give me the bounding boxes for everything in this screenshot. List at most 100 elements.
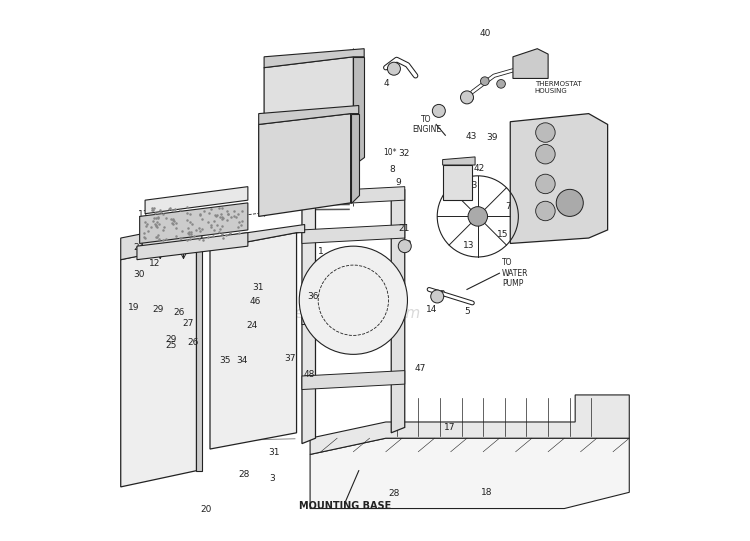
Circle shape xyxy=(430,290,444,303)
Text: 13: 13 xyxy=(464,241,475,249)
Circle shape xyxy=(536,144,555,164)
Polygon shape xyxy=(442,157,475,165)
Text: 38: 38 xyxy=(322,83,334,92)
Text: 37: 37 xyxy=(285,354,296,362)
Text: 17: 17 xyxy=(444,423,456,432)
Circle shape xyxy=(432,104,445,117)
Polygon shape xyxy=(121,243,196,487)
Circle shape xyxy=(536,123,555,142)
Text: 46: 46 xyxy=(250,298,261,306)
Text: 2: 2 xyxy=(402,243,408,252)
Polygon shape xyxy=(121,222,202,260)
Text: 12: 12 xyxy=(148,259,160,268)
Polygon shape xyxy=(302,306,405,325)
Polygon shape xyxy=(210,233,296,449)
Text: TO
THERMOSTAT
HOUSING: TO THERMOSTAT HOUSING xyxy=(535,74,581,94)
Polygon shape xyxy=(259,114,351,216)
Text: 21: 21 xyxy=(398,225,410,233)
Text: 25: 25 xyxy=(165,341,176,349)
Circle shape xyxy=(468,207,488,226)
Polygon shape xyxy=(353,57,364,165)
Text: 42: 42 xyxy=(474,164,485,173)
Circle shape xyxy=(388,62,400,75)
Text: 26: 26 xyxy=(174,308,185,317)
Polygon shape xyxy=(302,371,405,390)
Text: 29: 29 xyxy=(166,335,177,344)
Polygon shape xyxy=(302,187,405,206)
Polygon shape xyxy=(351,114,358,203)
Text: 8: 8 xyxy=(389,165,395,174)
Circle shape xyxy=(481,77,489,85)
Text: 40: 40 xyxy=(479,29,490,38)
Text: 39: 39 xyxy=(486,134,497,142)
Circle shape xyxy=(460,91,473,104)
Text: 44: 44 xyxy=(533,62,544,70)
Circle shape xyxy=(398,240,411,253)
Text: 28: 28 xyxy=(238,471,250,479)
Text: 1: 1 xyxy=(318,247,324,256)
Text: 24: 24 xyxy=(134,243,145,252)
Text: ReplacementParts.com: ReplacementParts.com xyxy=(243,306,420,321)
Polygon shape xyxy=(140,203,248,243)
Text: 36: 36 xyxy=(308,292,319,301)
Text: 3: 3 xyxy=(269,474,275,483)
Text: 11: 11 xyxy=(138,210,149,219)
Polygon shape xyxy=(310,395,629,454)
Text: 30: 30 xyxy=(134,270,145,279)
Text: 9: 9 xyxy=(395,179,400,187)
Text: 48: 48 xyxy=(304,370,315,379)
Polygon shape xyxy=(264,49,364,68)
Text: 33: 33 xyxy=(260,127,272,135)
Text: 45: 45 xyxy=(464,94,475,103)
Polygon shape xyxy=(259,105,358,124)
Text: TO
WATER
PUMP: TO WATER PUMP xyxy=(503,258,529,288)
Text: 18: 18 xyxy=(481,488,492,497)
Text: 12: 12 xyxy=(308,60,319,68)
Polygon shape xyxy=(392,189,405,433)
Text: 31: 31 xyxy=(252,283,264,292)
Text: 12: 12 xyxy=(352,116,364,124)
Bar xyxy=(442,165,472,200)
Text: 6: 6 xyxy=(564,215,570,223)
Polygon shape xyxy=(510,114,608,243)
Polygon shape xyxy=(137,233,248,260)
Text: 32: 32 xyxy=(398,149,410,157)
Polygon shape xyxy=(513,49,548,78)
Text: 2: 2 xyxy=(440,291,445,299)
Text: 31: 31 xyxy=(268,448,280,457)
Text: 14: 14 xyxy=(427,305,438,314)
Text: 19: 19 xyxy=(128,303,140,312)
Text: 2: 2 xyxy=(406,240,412,249)
Text: 47: 47 xyxy=(415,365,426,373)
Text: 34: 34 xyxy=(236,357,248,365)
Polygon shape xyxy=(210,225,304,249)
Text: 35: 35 xyxy=(220,357,231,365)
Text: 28: 28 xyxy=(388,489,400,498)
Polygon shape xyxy=(196,243,202,471)
Text: 23: 23 xyxy=(466,181,477,190)
Text: 26: 26 xyxy=(188,338,199,347)
Text: MOUNTING BASE: MOUNTING BASE xyxy=(299,501,392,511)
Text: 4: 4 xyxy=(383,80,388,88)
Polygon shape xyxy=(302,225,405,243)
Text: 7: 7 xyxy=(505,202,511,211)
Polygon shape xyxy=(310,438,629,509)
Text: 20: 20 xyxy=(201,505,212,514)
Circle shape xyxy=(496,80,506,88)
Polygon shape xyxy=(302,184,316,444)
Text: 29: 29 xyxy=(152,306,164,314)
Text: 5: 5 xyxy=(464,307,470,315)
Text: 28: 28 xyxy=(174,246,185,255)
Text: 24: 24 xyxy=(247,321,258,330)
Text: 27: 27 xyxy=(182,319,194,328)
Text: 2: 2 xyxy=(438,105,443,114)
Circle shape xyxy=(556,189,584,216)
Text: 43: 43 xyxy=(466,132,477,141)
Circle shape xyxy=(536,174,555,194)
Text: TO
ENGINE: TO ENGINE xyxy=(412,115,441,134)
Circle shape xyxy=(299,246,407,354)
Polygon shape xyxy=(145,187,248,214)
Text: 22: 22 xyxy=(447,168,458,176)
Circle shape xyxy=(536,201,555,221)
Text: 15: 15 xyxy=(496,230,508,239)
